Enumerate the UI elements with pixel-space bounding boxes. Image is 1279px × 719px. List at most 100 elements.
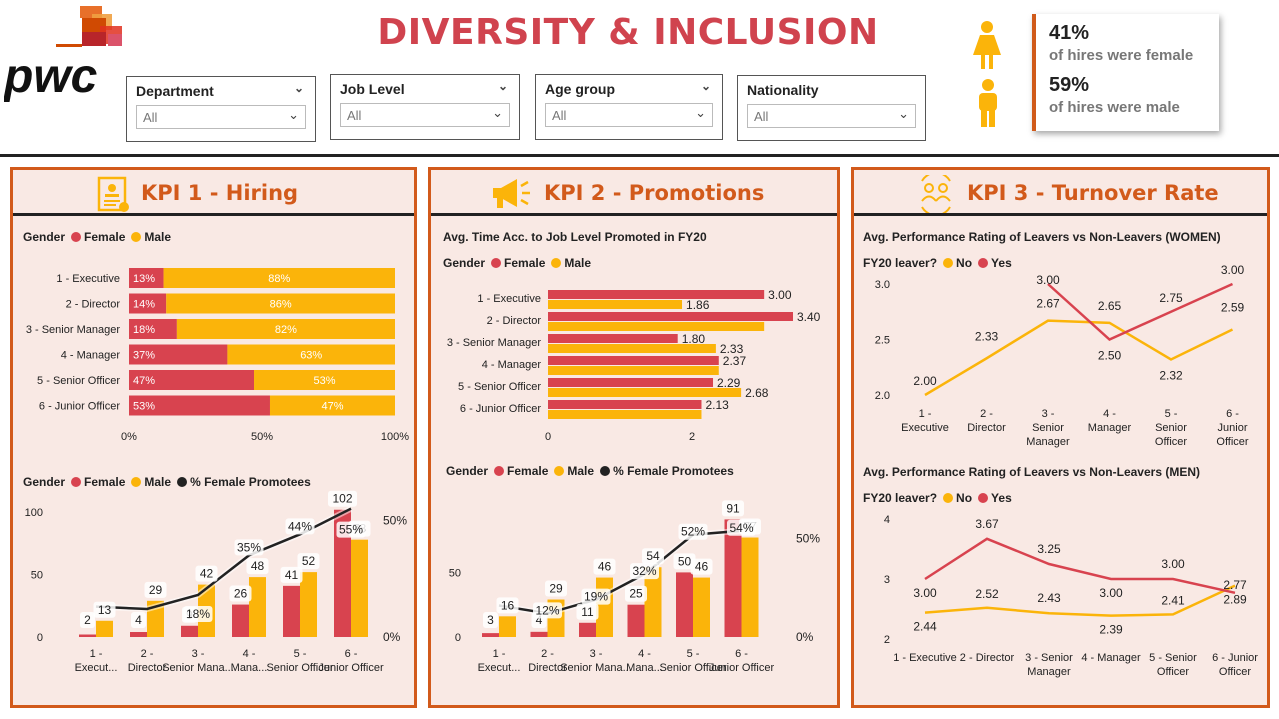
female-bar[interactable]	[129, 319, 177, 339]
female-value-label: 4	[135, 613, 142, 627]
female-bar[interactable]	[548, 312, 793, 321]
male-bar[interactable]	[176, 319, 395, 339]
data-label: 2.43	[1037, 591, 1061, 605]
male-bar[interactable]	[499, 616, 516, 637]
female-bar[interactable]	[130, 632, 147, 637]
category-label: 1 - Executive	[56, 273, 120, 285]
female-bar[interactable]	[676, 572, 693, 637]
male-bar[interactable]	[548, 366, 719, 375]
male-bar[interactable]	[548, 410, 702, 419]
male-bar[interactable]	[269, 395, 395, 416]
female-bar[interactable]	[548, 400, 702, 409]
category-label: Senior Officer	[659, 662, 726, 674]
job-level-select[interactable]: All ⌄	[340, 103, 510, 127]
female-bar[interactable]	[129, 370, 255, 390]
female-value-label-bg	[328, 490, 357, 507]
male-data-label: 82%	[275, 324, 297, 336]
category-label: 6 - Junior	[1212, 652, 1258, 664]
male-bar[interactable]	[227, 344, 395, 365]
y-tick-label: 50	[449, 567, 461, 579]
nationality-filter[interactable]: Nationality All ⌄	[737, 75, 926, 141]
male-bar[interactable]	[166, 293, 395, 314]
yes-series-line[interactable]	[1047, 282, 1234, 341]
nationality-select[interactable]: All ⌄	[747, 104, 916, 128]
female-bar[interactable]	[129, 344, 228, 365]
data-label: 2.33	[975, 329, 999, 343]
female-bar[interactable]	[129, 293, 167, 314]
department-filter[interactable]: Department ⌄ All ⌄	[126, 76, 316, 142]
female-bar[interactable]	[548, 290, 765, 299]
male-bar[interactable]	[548, 344, 716, 353]
age-group-filter[interactable]: Age group ⌄ All ⌄	[535, 74, 723, 140]
male-bar[interactable]	[351, 539, 368, 637]
category-label: 5 -	[294, 648, 307, 660]
male-bar[interactable]	[548, 388, 742, 397]
category-label: Manager	[1088, 422, 1132, 434]
female-bar[interactable]	[724, 519, 742, 637]
female-bar[interactable]	[232, 604, 249, 637]
male-bar[interactable]	[741, 537, 759, 637]
male-data-label: 47%	[321, 401, 343, 413]
no-series-line[interactable]	[924, 319, 1234, 397]
female-bar[interactable]	[334, 509, 351, 637]
female-bar[interactable]	[548, 356, 719, 365]
male-data-label: 1.86	[686, 298, 710, 312]
male-bar[interactable]	[596, 577, 613, 637]
category-label: Senior Mana...	[560, 662, 632, 674]
female-value-label: 3	[487, 613, 494, 627]
male-bar[interactable]	[96, 620, 113, 637]
male-bar[interactable]	[693, 577, 710, 637]
category-label: Execut...	[75, 662, 118, 674]
male-bar[interactable]	[548, 300, 683, 309]
chevron-down-icon[interactable]: ⌄	[497, 79, 508, 93]
female-bar[interactable]	[627, 604, 645, 637]
category-label: 4 -	[1103, 408, 1116, 420]
category-label: Senior Officer	[266, 662, 333, 674]
kpi3-men-legend: FY20 leaver? No Yes	[863, 491, 1012, 505]
male-bar[interactable]	[548, 322, 765, 331]
female-value-label: 26	[234, 587, 248, 601]
department-select[interactable]: All ⌄	[136, 105, 306, 129]
category-label: 2 - Director	[487, 315, 542, 327]
no-series-line[interactable]	[924, 584, 1236, 617]
female-value-label: 102	[332, 492, 352, 506]
chevron-down-icon: ⌄	[898, 106, 909, 121]
female-data-label: 53%	[133, 401, 155, 413]
job-level-filter[interactable]: Job Level ⌄ All ⌄	[330, 74, 520, 140]
category-label: Officer	[1216, 436, 1249, 448]
male-value-label-bg	[246, 558, 269, 575]
category-label: 2 - Director	[960, 652, 1015, 664]
yes-series-line[interactable]	[924, 537, 1236, 595]
female-bar[interactable]	[181, 625, 198, 637]
x-tick-label: 0	[545, 431, 551, 443]
male-bar[interactable]	[644, 567, 662, 637]
promotion-time-chart: 1 - Executive 3.00 1.86 2 - Director 3.40 3 -…	[447, 288, 821, 443]
chevron-down-icon[interactable]: ⌄	[293, 81, 304, 95]
pct-female-label-bg	[183, 606, 213, 622]
female-bar[interactable]	[79, 634, 96, 637]
female-bar[interactable]	[548, 334, 678, 343]
hires-card: 41% of hires were female 59% of hires we…	[1032, 14, 1219, 131]
female-bar[interactable]	[283, 585, 300, 637]
male-bar[interactable]	[300, 572, 317, 637]
male-data-label: 88%	[268, 273, 290, 285]
female-bar[interactable]	[548, 378, 714, 387]
age-group-select[interactable]: All ⌄	[545, 103, 713, 127]
female-bar[interactable]	[579, 622, 596, 637]
male-value-label: 16	[501, 598, 515, 612]
female-bar[interactable]	[482, 633, 499, 637]
category-label: 3 -	[192, 648, 205, 660]
male-bar[interactable]	[249, 577, 266, 637]
male-bar[interactable]	[163, 268, 395, 288]
female-bar[interactable]	[129, 395, 270, 416]
kpi1-gender-legend: Gender Female Male	[23, 230, 172, 244]
chevron-down-icon[interactable]: ⌄	[700, 79, 711, 93]
male-bar[interactable]	[254, 370, 395, 390]
pct-female-label: 35%	[237, 540, 261, 554]
female-value-label: 4	[536, 613, 543, 627]
female-bar[interactable]	[129, 268, 164, 288]
category-label: Officer	[1157, 666, 1190, 678]
category-label: 5 - Senior Officer	[37, 375, 120, 387]
female-bar[interactable]	[530, 631, 548, 637]
promotion-combo-chart: 0 50 0% 50% 1 - Execut... 2 - Director 3 - Senior…	[449, 500, 820, 674]
